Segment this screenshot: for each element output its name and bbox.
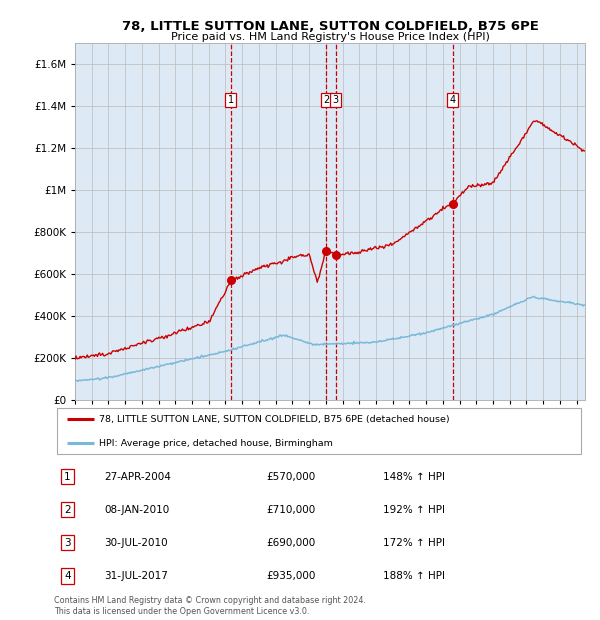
Text: £570,000: £570,000: [266, 472, 316, 482]
Text: £935,000: £935,000: [266, 570, 316, 580]
Text: 08-JAN-2010: 08-JAN-2010: [104, 505, 170, 515]
Text: 3: 3: [332, 95, 338, 105]
Text: Contains HM Land Registry data © Crown copyright and database right 2024.
This d: Contains HM Land Registry data © Crown c…: [54, 596, 366, 616]
Text: 27-APR-2004: 27-APR-2004: [104, 472, 172, 482]
Text: 192% ↑ HPI: 192% ↑ HPI: [383, 505, 445, 515]
Text: 2: 2: [323, 95, 329, 105]
FancyBboxPatch shape: [56, 408, 581, 454]
Text: 31-JUL-2017: 31-JUL-2017: [104, 570, 169, 580]
Text: 1: 1: [228, 95, 234, 105]
Text: 78, LITTLE SUTTON LANE, SUTTON COLDFIELD, B75 6PE: 78, LITTLE SUTTON LANE, SUTTON COLDFIELD…: [122, 20, 538, 33]
Text: 148% ↑ HPI: 148% ↑ HPI: [383, 472, 445, 482]
Text: 2: 2: [64, 505, 71, 515]
Text: 30-JUL-2010: 30-JUL-2010: [104, 538, 168, 547]
Text: HPI: Average price, detached house, Birmingham: HPI: Average price, detached house, Birm…: [99, 439, 333, 448]
Text: 188% ↑ HPI: 188% ↑ HPI: [383, 570, 445, 580]
Text: 3: 3: [64, 538, 71, 547]
Text: Price paid vs. HM Land Registry's House Price Index (HPI): Price paid vs. HM Land Registry's House …: [170, 32, 490, 42]
Text: £710,000: £710,000: [266, 505, 316, 515]
Text: 4: 4: [449, 95, 455, 105]
Text: 78, LITTLE SUTTON LANE, SUTTON COLDFIELD, B75 6PE (detached house): 78, LITTLE SUTTON LANE, SUTTON COLDFIELD…: [99, 415, 450, 424]
Text: 4: 4: [64, 570, 71, 580]
Text: 172% ↑ HPI: 172% ↑ HPI: [383, 538, 445, 547]
Text: £690,000: £690,000: [266, 538, 316, 547]
Text: 1: 1: [64, 472, 71, 482]
